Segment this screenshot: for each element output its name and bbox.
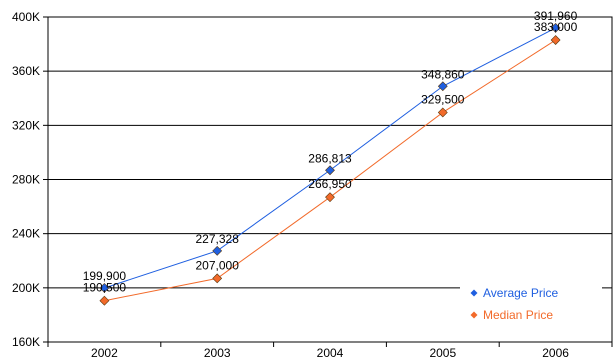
data-point	[437, 81, 448, 92]
data-point	[325, 165, 335, 176]
data-label: 286,813	[308, 151, 352, 165]
legend-box	[460, 278, 602, 330]
y-axis-ticks: 160K 200K 240K 280K 320K 360K 400K	[12, 10, 48, 349]
data-point	[212, 245, 223, 256]
legend-entry-label: Median Price	[483, 308, 553, 322]
data-label: 391,960	[534, 9, 578, 23]
data-point	[550, 35, 561, 45]
y-tick-label: 400K	[12, 10, 40, 24]
data-point	[99, 295, 110, 306]
data-label: 227,328	[196, 232, 240, 246]
y-tick-label: 160K	[12, 335, 40, 349]
y-tick-label: 360K	[12, 64, 40, 78]
x-tick-label: 2003	[204, 346, 231, 360]
legend-marker	[470, 311, 478, 319]
legend: Average Price Median Price	[460, 278, 602, 330]
data-point	[437, 107, 448, 118]
y-tick-label: 200K	[12, 281, 40, 295]
y-tick-label: 280K	[12, 173, 40, 187]
x-axis-ticks: 2002 2003 2004 2005 2006	[47, 342, 613, 360]
data-label: 329,500	[421, 92, 465, 106]
data-point	[550, 22, 561, 33]
y-tick-label: 240K	[12, 227, 40, 241]
data-point	[212, 273, 223, 284]
x-tick-label: 2005	[429, 346, 456, 360]
y-tick-label: 320K	[12, 118, 40, 132]
x-tick-label: 2002	[91, 346, 118, 360]
data-label: 383,000	[534, 20, 578, 34]
data-point	[99, 283, 110, 293]
data-point	[325, 192, 335, 203]
series-layer	[99, 22, 561, 306]
data-label: 190,500	[83, 281, 127, 295]
data-label: 348,860	[421, 67, 465, 81]
x-tick-label: 2004	[317, 346, 344, 360]
data-label: 199,900	[83, 269, 127, 283]
legend-entry-label: Average Price	[483, 286, 558, 300]
data-label: 207,000	[196, 258, 240, 272]
legend-marker	[470, 289, 478, 297]
data-label: 266,950	[308, 177, 352, 191]
data-labels: 199,900 227,328 286,813 348,860 391,960 190,5…	[83, 9, 578, 295]
x-tick-label: 2006	[542, 346, 569, 360]
